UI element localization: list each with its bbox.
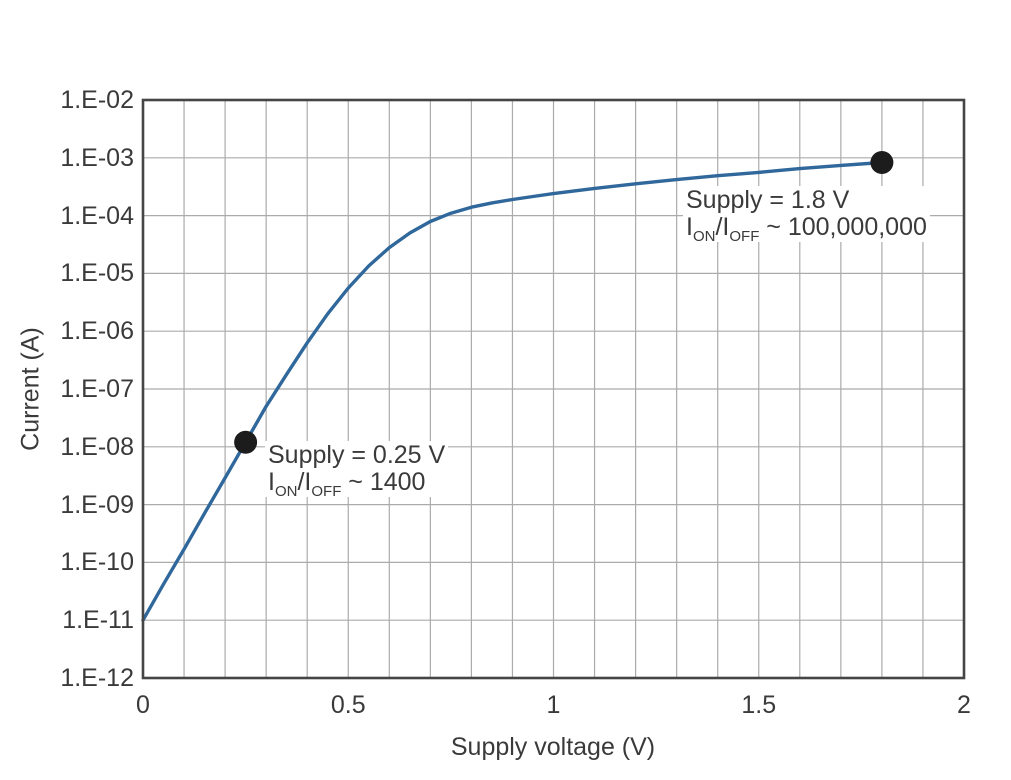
data-point-marker xyxy=(870,150,894,174)
annotation-ratio-line: ION/IOFF ~ 100,000,000 xyxy=(686,213,927,245)
y-tick-label: 1.E-11 xyxy=(62,606,134,635)
y-tick-label: 1.E-09 xyxy=(60,490,134,519)
ratio-value: ~ 100,000,000 xyxy=(759,213,927,241)
ion-subscript: ON xyxy=(692,228,716,245)
x-tick-label: 0 xyxy=(136,691,150,719)
x-tick-label: 1 xyxy=(546,691,561,719)
ioff-symbol: /I xyxy=(297,468,312,496)
y-tick-label: 1.E-08 xyxy=(60,432,134,461)
y-tick-label: 1.E-07 xyxy=(60,375,134,403)
plot-frame xyxy=(141,98,966,680)
x-axis-title: Supply voltage (V) xyxy=(450,733,656,761)
y-tick-label: 1.E-10 xyxy=(60,548,134,577)
y-tick-label: 1.E-06 xyxy=(60,317,134,346)
x-tick-label: 1.5 xyxy=(741,691,777,719)
annotation-supply-1.8v: Supply = 1.8 V ION/IOFF ~ 100,000,000 xyxy=(683,186,930,245)
x-tick-label: 2 xyxy=(957,691,971,719)
y-axis-title: Current (A) xyxy=(16,327,45,451)
annotation-ratio-line: ION/IOFF ~ 1400 xyxy=(268,468,445,500)
y-tick-label: 1.E-05 xyxy=(60,259,134,288)
y-tick-label: 1.E-12 xyxy=(60,664,134,692)
y-tick-label: 1.E-04 xyxy=(60,201,134,230)
ion-symbol: I xyxy=(268,468,275,496)
ratio-value: ~ 1400 xyxy=(341,468,426,496)
y-tick-label: 1.E-02 xyxy=(60,86,134,114)
ioff-subscript: OFF xyxy=(311,483,342,500)
ion-subscript: ON xyxy=(274,483,298,500)
annotation-supply-line: Supply = 1.8 V xyxy=(686,186,850,214)
annotation-supply-0.25v: Supply = 0.25 V ION/IOFF ~ 1400 xyxy=(265,441,449,500)
data-point-marker xyxy=(234,430,258,454)
annotation-supply-line: Supply = 0.25 V xyxy=(268,441,446,469)
current-vs-voltage-curve xyxy=(141,160,884,622)
y-tick-label: 1.E-03 xyxy=(60,143,134,172)
x-tick-label: 0.5 xyxy=(330,691,366,719)
ioff-subscript: OFF xyxy=(729,228,760,245)
ioff-symbol: /I xyxy=(715,213,730,241)
ion-symbol: I xyxy=(686,213,693,241)
